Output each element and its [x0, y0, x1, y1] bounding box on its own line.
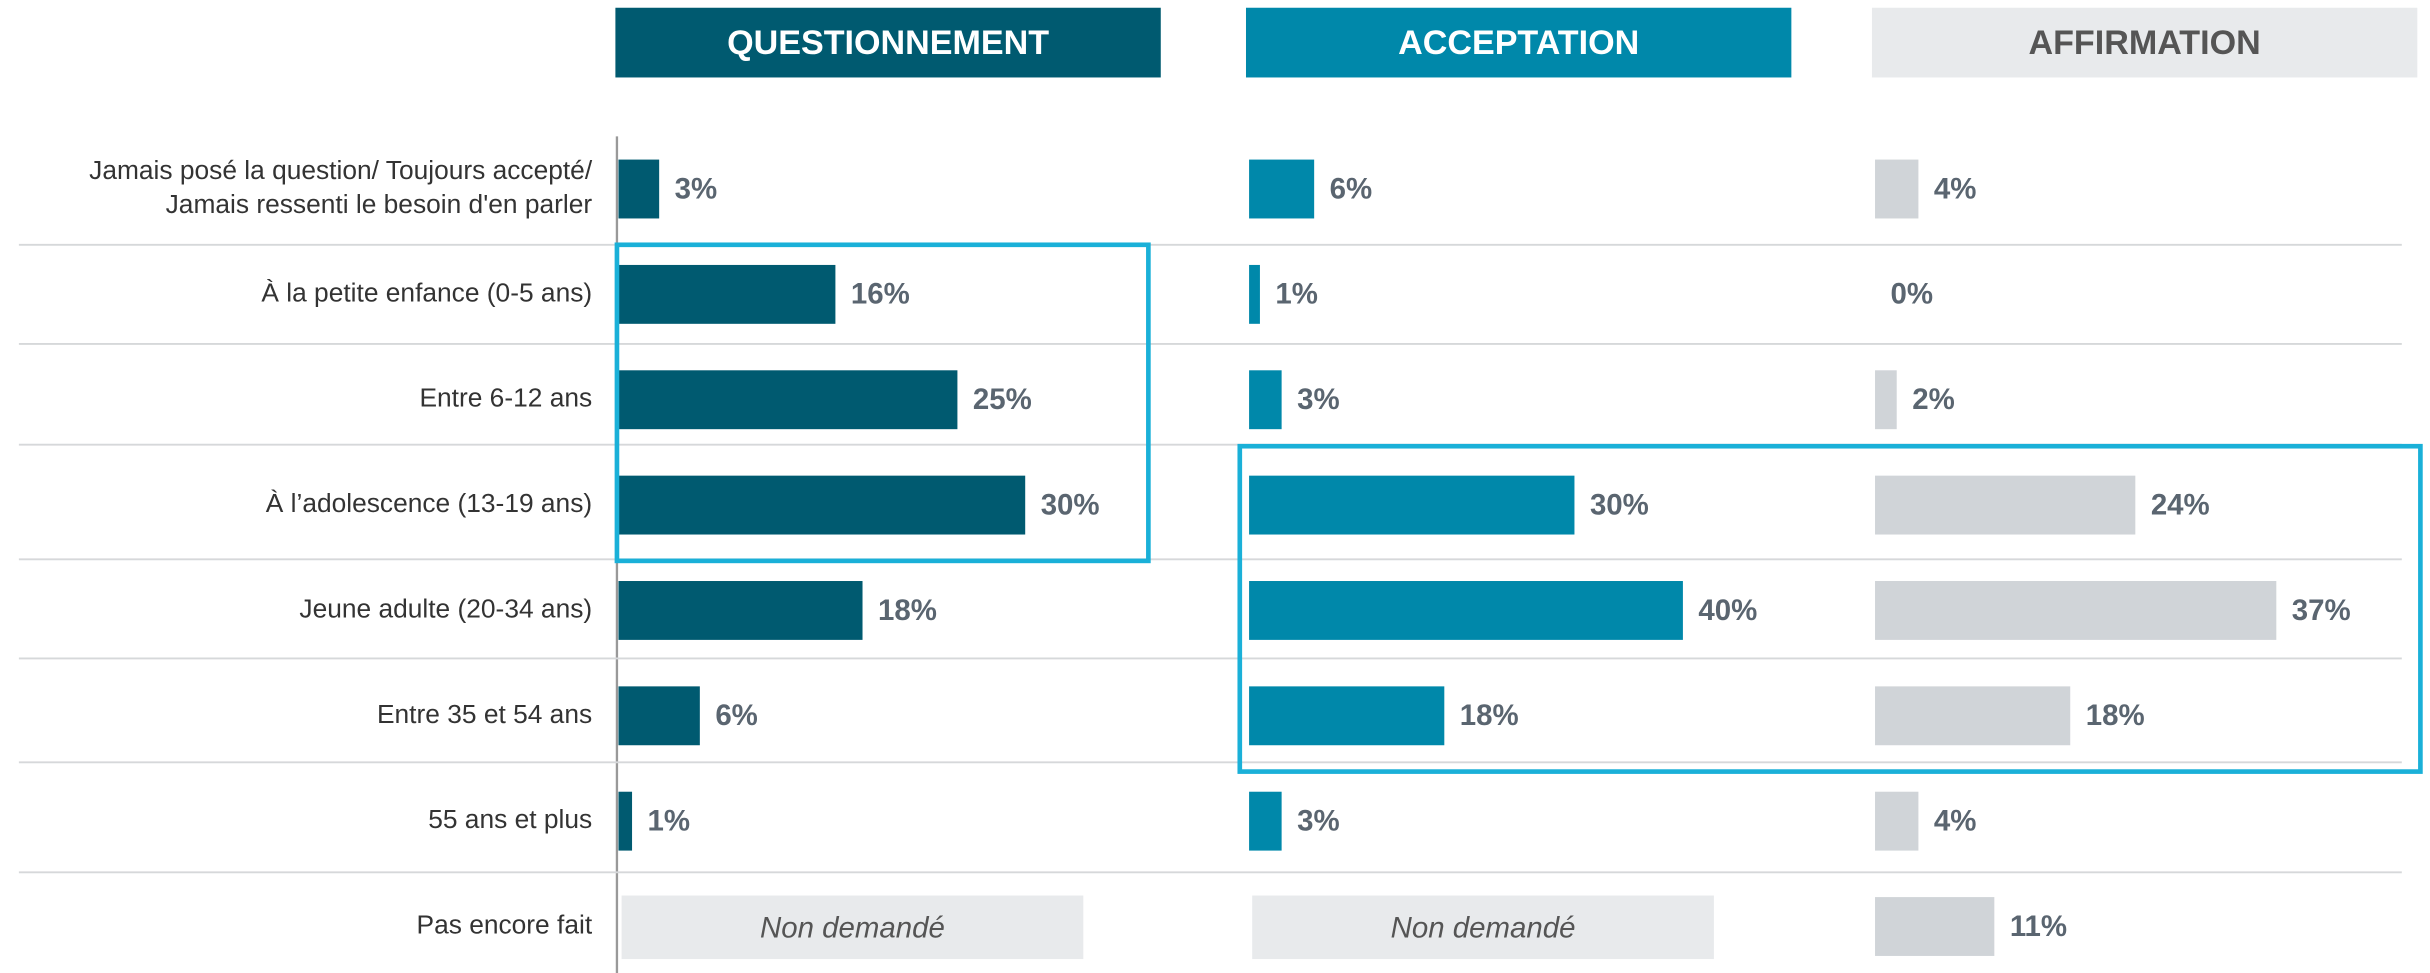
value-label: 30%: [1041, 488, 1100, 521]
bar: [1875, 159, 1919, 219]
bar: [618, 264, 836, 324]
bar: [1249, 791, 1282, 851]
value-label: 6%: [1330, 172, 1373, 205]
category-label: À la petite enfance (0-5 ans): [261, 277, 592, 307]
value-label: 3%: [1297, 804, 1340, 837]
category-label: Entre 35 et 54 ans: [377, 699, 592, 729]
header-title: QUESTIONNEMENT: [727, 24, 1049, 62]
value-label: 24%: [2151, 488, 2210, 521]
not-asked-label: Non demandé: [1391, 911, 1576, 944]
value-label: 16%: [851, 278, 910, 311]
value-label: 4%: [1934, 172, 1977, 205]
category-label: Pas encore fait: [417, 909, 593, 939]
highlight-box: [614, 242, 1151, 564]
category-label: 55 ans et plus: [428, 804, 592, 834]
value-label: 25%: [973, 383, 1032, 416]
value-label: 3%: [1297, 383, 1340, 416]
value-label: 6%: [715, 699, 758, 732]
value-label: 1%: [648, 804, 691, 837]
value-label: 0%: [1891, 278, 1934, 311]
bar: [618, 159, 660, 219]
bar: [1875, 370, 1897, 430]
highlight-box: [1237, 443, 2423, 774]
not-asked-box: [1252, 895, 1714, 960]
value-label: 11%: [2010, 910, 2067, 943]
marks: Jamais posé la question/ Toujours accept…: [18, 7, 2418, 960]
bar: [618, 581, 863, 640]
bar: [1875, 581, 2277, 640]
header-box: [1871, 7, 2418, 78]
value-label: 18%: [878, 594, 937, 627]
bar: [618, 475, 1026, 535]
bar: [618, 370, 958, 430]
value-label: 30%: [1590, 488, 1649, 521]
bar: [1249, 159, 1315, 219]
bar: [1875, 475, 2136, 535]
header-box: [615, 7, 1161, 78]
value-label: 4%: [1934, 804, 1977, 837]
bar: [1249, 581, 1683, 640]
header-box: [1245, 7, 1792, 78]
bar: [618, 791, 633, 851]
not-asked-label: Non demandé: [760, 911, 945, 944]
value-label: 2%: [1912, 383, 1955, 416]
header-title: ACCEPTATION: [1398, 24, 1639, 62]
value-label: 18%: [2086, 699, 2145, 732]
bar: [1249, 264, 1260, 324]
bar: [1249, 370, 1282, 430]
category-label: Jamais posé la question/ Toujours accept…: [89, 155, 593, 219]
value-label: 3%: [675, 172, 718, 205]
value-label: 37%: [2292, 594, 2351, 627]
value-label: 18%: [1460, 699, 1519, 732]
category-label: Jeune adulte (20-34 ans): [299, 593, 592, 623]
category-label: À l’adolescence (13-19 ans): [266, 488, 592, 518]
bar: [1249, 475, 1575, 535]
value-label: 1%: [1275, 278, 1318, 311]
not-asked-box: [621, 895, 1084, 960]
header-title: AFFIRMATION: [2029, 24, 2261, 62]
bar: [1875, 897, 1995, 956]
category-label: Entre 6-12 ans: [419, 383, 592, 413]
bar: [1875, 686, 2071, 746]
value-label: 40%: [1698, 594, 1757, 627]
bar: [1875, 791, 1919, 851]
bar: [618, 686, 700, 746]
bar: [1249, 686, 1445, 746]
